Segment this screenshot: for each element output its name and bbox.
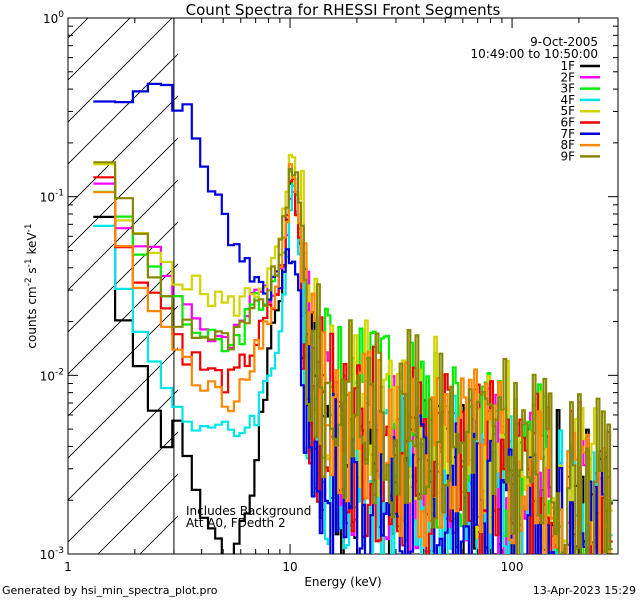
y-tick-label: 10-2 [40, 367, 64, 383]
annotation-attenuator: Att A0, FDedth 2 [186, 516, 286, 530]
legend-label-2F: 2F [560, 70, 575, 84]
legend-label-8F: 8F [560, 138, 575, 152]
series-line-9F [93, 161, 613, 554]
hatch-line [0, 0, 110, 554]
y-tick-label: 10-3 [40, 546, 64, 562]
series-group [93, 82, 613, 554]
time-range-label: 10:49:00 to 10:50:00 [471, 47, 598, 61]
y-tick-label: 10-1 [40, 189, 64, 205]
hatch-line [68, 179, 178, 291]
y-axis: 100 10-1 10-2 10-3 [40, 10, 618, 562]
legend-label-7F: 7F [560, 127, 575, 141]
hatch-line [68, 18, 173, 123]
x-axis: 1 10 100 [64, 18, 619, 574]
x-tick-label: 1 [64, 560, 72, 574]
legend-label-1F: 1F [560, 59, 575, 73]
hatch-line [68, 18, 89, 39]
legend-label-6F: 6F [560, 116, 575, 130]
hatch-line [68, 431, 178, 543]
series-line-8F [93, 163, 613, 554]
hatch-line [68, 18, 131, 81]
legend-label-4F: 4F [560, 93, 575, 107]
y-tick-label: 100 [43, 10, 64, 26]
x-tick-label: 10 [282, 560, 297, 574]
legend-label-3F: 3F [560, 82, 575, 96]
hatch-line [68, 347, 178, 459]
generated-by-label: Generated by hsi_min_spectra_plot.pro [2, 584, 218, 597]
x-tick-label: 100 [501, 560, 524, 574]
y-axis-label: counts cm-2 s-1 keV-1 [24, 223, 39, 348]
chart-title: Count Spectra for RHESSI Front Segments [186, 1, 501, 19]
legend-label-5F: 5F [560, 104, 575, 118]
hatch-line [68, 389, 178, 501]
timestamp-label: 13-Apr-2023 15:29 [533, 584, 636, 597]
date-label: 9-Oct-2005 [530, 35, 598, 49]
annotation-background: Includes Background [186, 504, 311, 518]
hatch-line [68, 137, 178, 249]
x-axis-label: Energy (keV) [304, 575, 381, 589]
legend-label-9F: 9F [560, 149, 575, 163]
